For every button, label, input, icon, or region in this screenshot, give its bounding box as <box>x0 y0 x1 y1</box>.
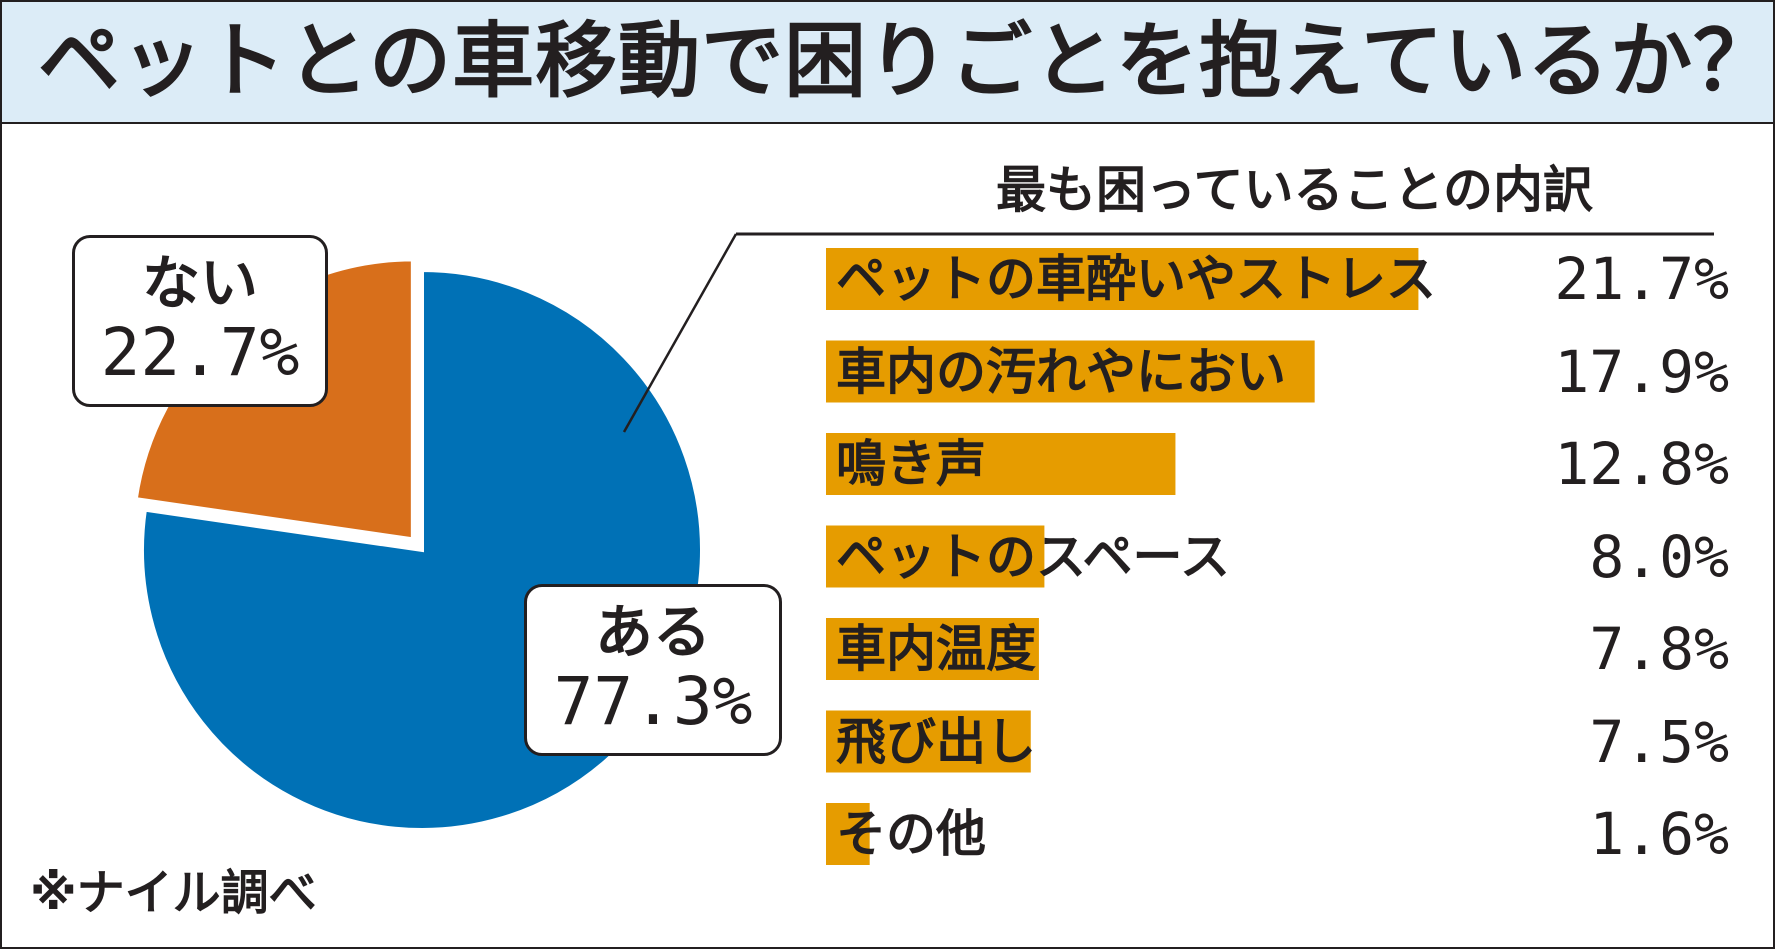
pie-value-nai: 22.7% <box>100 314 300 391</box>
pie-label-nai: ない <box>141 249 258 317</box>
bar-5 <box>826 710 1031 773</box>
bar-label-5: 飛び出し <box>836 712 1036 771</box>
bar-value-label-3: 8.0% <box>1589 522 1729 591</box>
bar-label-2: 鳴き声 <box>836 435 986 493</box>
bar-value-label-0: 21.7% <box>1554 245 1729 313</box>
bar-0 <box>826 248 1419 310</box>
bar-value-label-5: 7.5% <box>1589 707 1729 776</box>
bar-label-3: ペットのスペース <box>836 527 1230 586</box>
page-title: ペットとの車移動で困りごとを抱えているか？ <box>38 14 1775 109</box>
bar-4 <box>826 618 1039 680</box>
pie-value-aru: 77.3% <box>553 663 753 740</box>
bar-label-0: ペットの車酔いやストレス <box>836 250 1436 308</box>
bar-6 <box>826 803 870 865</box>
pie-label-aru: ある <box>594 598 711 666</box>
bar-label-1: 車内の汚れやにおい <box>836 342 1286 401</box>
breakdown-title: 最も困っていることの内訳 <box>996 161 1593 219</box>
bar-value-label-6: 1.6% <box>1589 800 1729 868</box>
bar-value-label-4: 7.8% <box>1589 615 1729 683</box>
bar-3 <box>826 525 1045 588</box>
breakdown-bars <box>826 248 1419 865</box>
pie-callout-aru: ある 77.3% <box>524 584 782 756</box>
bar-2 <box>826 433 1176 495</box>
source-note: ※ナイル調べ <box>30 865 317 921</box>
bar-1 <box>826 340 1315 403</box>
title-bar: ペットとの車移動で困りごとを抱えているか？ <box>2 2 1773 124</box>
pie-callout-nai: ない 22.7% <box>72 235 328 407</box>
bar-value-label-2: 12.8% <box>1554 430 1729 498</box>
bar-label-4: 車内温度 <box>836 620 1036 678</box>
bar-value-label-1: 17.9% <box>1554 337 1729 406</box>
callout-connector-line <box>622 233 738 433</box>
bar-label-6: その他 <box>836 805 986 863</box>
